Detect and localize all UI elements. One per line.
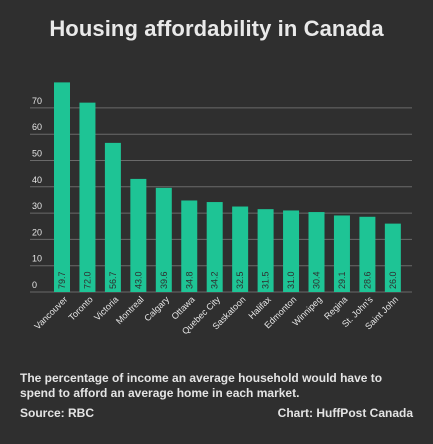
chart-caption: The percentage of income an average hous… xyxy=(20,371,383,400)
value-label-6: 34.2 xyxy=(210,271,220,289)
bar-5 xyxy=(181,200,198,292)
value-label-8: 31.5 xyxy=(261,271,271,289)
value-labels: 79.7 72.0 56.7 43.0 39.6 34.8 34.2 32.5 31.5 31.0… xyxy=(57,271,398,289)
bar-13 xyxy=(384,223,401,292)
value-label-1: 72.0 xyxy=(82,271,92,289)
chart-credit: Chart: HuffPost Canada xyxy=(277,406,413,420)
bar-7 xyxy=(232,206,249,292)
x-tick-label-0: Vancouver xyxy=(32,294,69,331)
chart-title: Housing affordability in Canada xyxy=(49,16,384,41)
value-label-4: 39.6 xyxy=(159,271,169,289)
y-tick-label-70: 70 xyxy=(32,96,42,106)
value-label-7: 32.5 xyxy=(235,271,245,289)
y-tick-label-0: 0 xyxy=(32,280,37,290)
value-label-2: 56.7 xyxy=(108,271,118,289)
x-tick-label-3: Montreal xyxy=(114,294,146,326)
source-note: Source: RBC xyxy=(20,406,95,420)
y-tick-label-10: 10 xyxy=(32,254,42,264)
y-tick-label-30: 30 xyxy=(32,201,42,211)
y-tick-label-50: 50 xyxy=(32,149,42,159)
y-tick-label-20: 20 xyxy=(32,227,42,237)
x-tick-label-1: Toronto xyxy=(67,294,95,322)
value-label-11: 29.1 xyxy=(337,271,347,289)
value-label-5: 34.8 xyxy=(184,271,194,289)
x-axis-labels: VancouverTorontoVictoriaMontrealCalgaryO… xyxy=(32,294,400,336)
bars xyxy=(54,82,401,292)
value-label-12: 28.6 xyxy=(362,271,372,289)
value-label-10: 30.4 xyxy=(312,271,322,289)
value-label-9: 31.0 xyxy=(286,271,296,289)
bar-10 xyxy=(308,212,325,292)
bar-11 xyxy=(333,215,350,292)
bar-4 xyxy=(155,187,172,292)
bar-0 xyxy=(54,82,70,292)
y-tick-label-40: 40 xyxy=(32,175,42,185)
bar-9 xyxy=(283,210,300,292)
bar-6 xyxy=(206,202,223,292)
bar-1 xyxy=(79,102,96,292)
y-axis-ticks: 0 10 20 30 40 50 60 70 xyxy=(32,96,42,290)
value-label-0: 79.7 xyxy=(57,271,67,289)
y-tick-label-60: 60 xyxy=(32,122,42,132)
value-label-3: 43.0 xyxy=(133,271,143,289)
bar-2 xyxy=(104,142,121,292)
bar-chart: 0 10 20 30 40 50 60 70 79.7 72.0 56.7 43.0 39.6 34.8… xyxy=(30,82,412,336)
bar-3 xyxy=(130,178,147,292)
value-label-13: 26.0 xyxy=(388,271,398,289)
bar-12 xyxy=(359,216,376,292)
x-tick-label-4: Calgary xyxy=(142,294,171,323)
bar-8 xyxy=(257,209,274,292)
